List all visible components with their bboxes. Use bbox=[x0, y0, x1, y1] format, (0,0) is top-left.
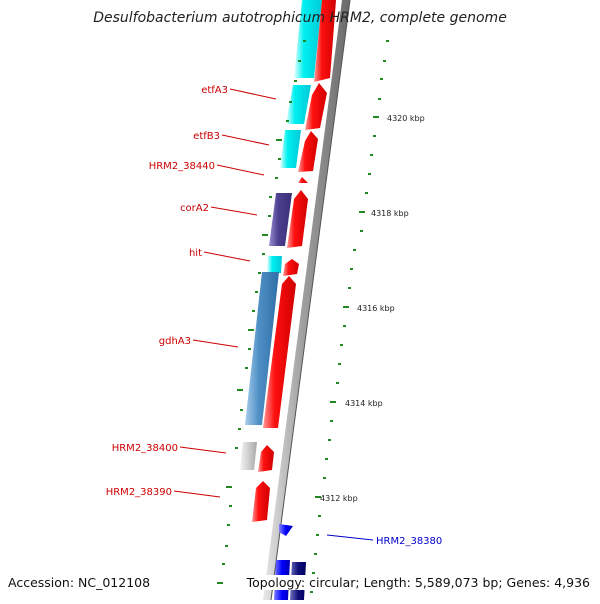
backbone-edge bbox=[270, 0, 351, 601]
accession-text: Accession: NC_012108 bbox=[8, 575, 151, 590]
gene-label-HRM2_38380[interactable]: HRM2_38380 bbox=[376, 536, 442, 547]
gene-red-gdhA3[interactable] bbox=[263, 276, 296, 428]
gene-red-2[interactable] bbox=[305, 83, 327, 130]
scale-label-4316: 4316 kbp bbox=[357, 304, 395, 313]
genome-title: Desulfobacterium autotrophicum HRM2, com… bbox=[93, 10, 507, 26]
gene-etfA3[interactable] bbox=[286, 85, 311, 124]
scale-label-4312: 4312 kbp bbox=[320, 494, 358, 503]
gene-red-small[interactable] bbox=[298, 177, 308, 183]
gene-red-corA2[interactable] bbox=[287, 190, 308, 248]
gene-corA2[interactable] bbox=[269, 193, 292, 246]
gene-HRM2_38380[interactable] bbox=[279, 524, 293, 536]
scale-label-4318: 4318 kbp bbox=[371, 209, 409, 218]
gene-label-gdhA3[interactable]: gdhA3 bbox=[159, 336, 191, 347]
gene-red-hit[interactable] bbox=[283, 259, 299, 276]
genome-stats-text: Topology: circular; Length: 5,589,073 bp… bbox=[246, 575, 590, 590]
gene-label-lines bbox=[173, 88, 277, 498]
scale-ticks-inner bbox=[217, 40, 306, 584]
gene-label-etfA3[interactable]: etfA3 bbox=[201, 85, 228, 96]
gene-cyan-top[interactable] bbox=[294, 0, 322, 78]
gene-label-corA2[interactable]: corA2 bbox=[180, 203, 209, 214]
gene-label-hit[interactable]: hit bbox=[189, 248, 202, 259]
gene-gdhA3[interactable] bbox=[245, 272, 279, 425]
gene-etfB3[interactable] bbox=[280, 130, 301, 168]
scale-label-4314: 4314 kbp bbox=[345, 399, 383, 408]
gene-label-line-HRM2_38380 bbox=[326, 534, 374, 541]
scale-ticks-outer bbox=[310, 40, 389, 593]
gene-red-HRM2_38390[interactable] bbox=[252, 481, 270, 522]
gene-label-HRM2_38440[interactable]: HRM2_38440 bbox=[149, 161, 215, 172]
genome-backbone bbox=[263, 0, 350, 600]
gene-label-HRM2_38390[interactable]: HRM2_38390 bbox=[106, 487, 172, 498]
gene-label-etfB3[interactable]: etfB3 bbox=[193, 131, 220, 142]
gene-hit[interactable] bbox=[267, 256, 282, 273]
scale-label-4320: 4320 kbp bbox=[387, 114, 425, 123]
gene-label-HRM2_38400[interactable]: HRM2_38400 bbox=[112, 443, 178, 454]
gene-red-HRM2_38400[interactable] bbox=[258, 445, 274, 472]
gene-red-3[interactable] bbox=[298, 131, 318, 172]
gene-HRM2_38400-grey[interactable] bbox=[240, 442, 257, 470]
gene-red-top[interactable] bbox=[314, 0, 336, 82]
